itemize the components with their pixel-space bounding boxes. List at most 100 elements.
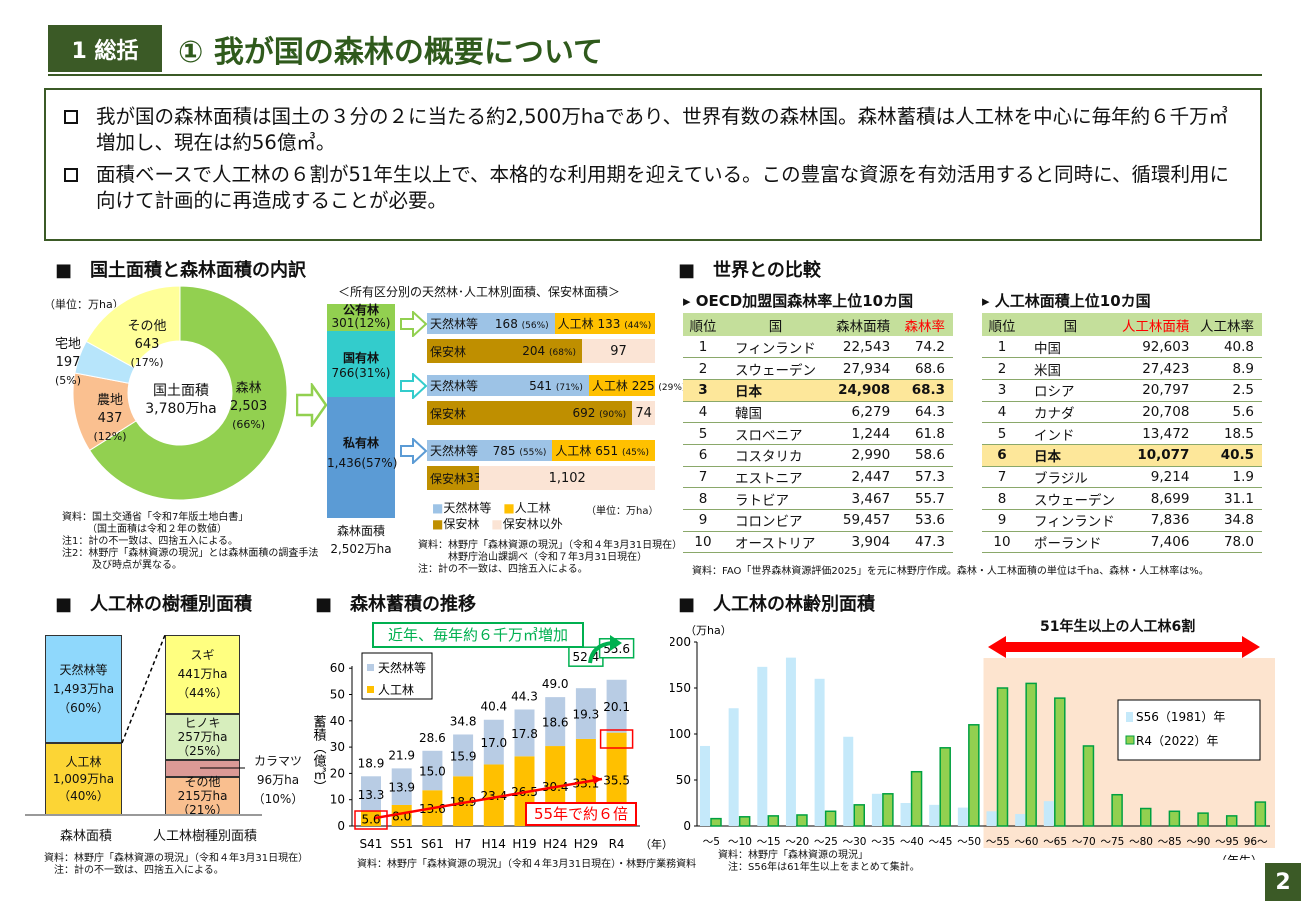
- x-tick-label: ～5: [703, 836, 720, 848]
- table-row: 7 ブラジル 9,214 1.9: [982, 466, 1262, 489]
- planted-forest-bar: 人工林 651 (45%): [552, 440, 655, 461]
- slice-label-farm: 農地 437 (12%): [93, 393, 127, 443]
- summary-box: 我が国の森林面積は国土の３分の２に当たる約2,500万haであり、世界有数の森林…: [44, 88, 1262, 241]
- legend-box: [361, 652, 433, 700]
- legend-swatch: [367, 664, 374, 671]
- table-row: 10 オーストリア 3,904 47.3: [683, 531, 953, 554]
- land-donut-chart: [72, 285, 288, 501]
- natural-bar: [483, 719, 504, 765]
- species-notes: 資料：林野庁「森林資源の現況」（令和４年3月31日現在） 注：計の不一致は、四捨…: [44, 853, 309, 876]
- y-tick-label: 50: [676, 773, 691, 787]
- x-axis-label: （年生）: [1215, 854, 1263, 860]
- table-row: 10 ポーランド 7,406 78.0: [982, 531, 1262, 554]
- s56-bar: [814, 678, 825, 826]
- r4-bar: [1225, 815, 1238, 827]
- land-unit: （単位：万ha）: [44, 298, 124, 311]
- summary-text: 我が国の森林面積は国土の３分の２に当たる約2,500万haであり、世界有数の森林…: [96, 105, 1229, 154]
- land-notes: 資料：国土交通省「令和7年版土地白書」 （国土面積は令和２年の数値） 注1：計の…: [62, 512, 319, 571]
- s56-bar: [1015, 814, 1026, 826]
- donut-slice: [88, 285, 288, 501]
- table-row: 6 コスタリカ 2,990 58.6: [683, 444, 953, 467]
- total-value-label: 44.3: [511, 689, 538, 703]
- stock-increase-callout: 近年、毎年約６千万㎥増加: [372, 622, 584, 648]
- total-value-label: 28.6: [419, 731, 446, 745]
- s56-bar: [700, 745, 710, 826]
- table-row: 4 カナダ 20,708 5.6: [982, 401, 1262, 424]
- growth-arrow: [374, 777, 603, 820]
- non-protection-forest-bar: 97: [582, 339, 655, 363]
- natural-bar: [606, 679, 627, 733]
- ownership-legend: ■天然林等 ■人工林 ■保安林 ■保安林以外: [432, 501, 563, 531]
- x-tick-label: ～25: [814, 836, 838, 848]
- planted-forest-bar: 人工林 133 (44%): [554, 313, 655, 334]
- age-banner: 51年生以上の人工林6割: [1040, 619, 1196, 635]
- y-tick-label: 0: [683, 819, 691, 833]
- x-tick-label: S51: [390, 837, 413, 851]
- x-axis-suffix: （年）: [640, 837, 670, 851]
- natural-bar: [453, 734, 474, 777]
- protection-forest-bar: 保安林 692 (90%): [427, 401, 633, 425]
- x-tick-label: ～15: [757, 836, 781, 848]
- x-tick-label: H19: [512, 837, 536, 851]
- species-natural-segment: 天然林等 1,493万ha （60%）: [45, 635, 122, 743]
- planted-bar: [391, 804, 412, 826]
- legend-box: [1117, 699, 1261, 761]
- y-unit-label: （万ha）: [685, 624, 732, 637]
- r4-bar: [1168, 810, 1181, 827]
- right-arrow-icon: [296, 383, 328, 427]
- x-tick-label: ～35: [871, 836, 895, 848]
- planted-value-label: 5.6: [361, 813, 380, 827]
- legend-swatch: [1125, 735, 1135, 745]
- oecd-forest-ratio-table: 順位国森林面積 森林率 1 フィンランド 22,543 74.2 2 スウェーデン 27,934…: [683, 313, 953, 554]
- natural-bar: [391, 768, 412, 805]
- page-title: ① 我が国の森林の概要について: [178, 35, 603, 70]
- r4-bar: [1054, 697, 1066, 827]
- r4-bar: [853, 804, 865, 827]
- r4-bar: [996, 687, 1009, 827]
- table-row: 9 フィンランド 7,836 34.8: [982, 509, 1262, 532]
- r4-bar: [968, 724, 980, 827]
- ownership-national: 国有林 766(31%): [327, 331, 395, 397]
- table-row: 3 ロシア 20,797 2.5: [982, 379, 1262, 402]
- donut-slice: [85, 285, 181, 369]
- x-tick-label: S61: [421, 837, 444, 851]
- y-tick-label: 0: [337, 819, 345, 833]
- x-tick-label: S41: [360, 837, 383, 851]
- slice-label-other: その他 643 (17%): [127, 319, 167, 369]
- land-heading: ■ 国土面積と森林面積の内訳: [55, 260, 307, 281]
- table-row: 3 日本 24,908 68.3: [683, 379, 953, 402]
- s56-bar: [785, 657, 796, 826]
- stock-notes: 資料：林野庁「森林資源の現況」（令和４年3月31日現在）・林野庁業務資料: [357, 859, 697, 870]
- x-tick-label: ～85: [1158, 836, 1182, 848]
- world-note: 資料：FAO「世界森林資源評価2025」を元に林野庁作成。森林・人工林面積の単位…: [692, 566, 1209, 577]
- square-bullet-icon: [64, 168, 78, 182]
- s56-bar: [843, 736, 854, 826]
- ownership-public: 公有林 301(12%): [327, 304, 395, 331]
- s56-bar: [728, 708, 739, 826]
- summary-item: 我が国の森林面積は国土の３分の２に当たる約2,500万haであり、世界有数の森林…: [64, 104, 1242, 156]
- natural-value-label: 19.3: [573, 708, 600, 722]
- y-tick-label: 20: [330, 766, 345, 780]
- y-tick-label: 60: [330, 661, 345, 675]
- planted-caption: ▸ 人工林面積上位10カ国: [982, 292, 1151, 310]
- x-tick-label: 96～: [1244, 836, 1268, 848]
- x-tick-label: ～75: [1100, 836, 1124, 848]
- planted-bar: [483, 764, 504, 826]
- section-badge: 1 総括: [48, 25, 162, 72]
- natural-value-label: 17.8: [511, 727, 538, 741]
- highlight-box: [599, 729, 634, 749]
- table-row: 1 フィンランド 22,543 74.2: [683, 336, 953, 359]
- x-tick-label: ～30: [843, 836, 867, 848]
- r4-bar: [1082, 745, 1095, 827]
- s56-bar: [986, 811, 997, 826]
- r4-bar: [939, 747, 951, 827]
- ownership-unit: （単位：万ha）: [586, 506, 659, 517]
- y-tick-label: 50: [330, 688, 345, 702]
- natural-value-label: 18.6: [542, 716, 569, 730]
- oecd-caption: ▸ OECD加盟国森林率上位10カ国: [683, 292, 914, 310]
- header-divider: [48, 74, 1262, 76]
- natural-value-label: 15.9: [450, 749, 477, 763]
- planted-bar: [361, 811, 381, 826]
- natural-bar: [361, 776, 381, 812]
